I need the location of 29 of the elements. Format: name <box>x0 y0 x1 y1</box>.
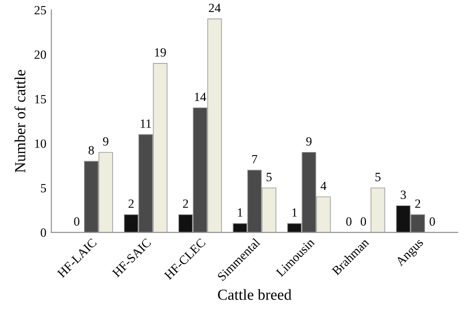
data-label: 2 <box>415 200 420 208</box>
data-label: 19 <box>155 48 166 57</box>
y-tick-label: 0 <box>40 228 46 237</box>
data-label: 8 <box>88 146 94 155</box>
data-label: 1 <box>292 208 297 217</box>
data-label: 2 <box>128 200 134 208</box>
data-label: 24 <box>208 4 221 12</box>
data-label: 0 <box>430 217 435 226</box>
y-axis-title: Number of cattle <box>14 70 26 172</box>
data-label: 5 <box>266 172 272 182</box>
data-label: 5 <box>375 172 381 182</box>
data-label: 1 <box>238 208 242 217</box>
y-tick-label: 20 <box>34 50 46 59</box>
data-label: 3 <box>400 190 406 199</box>
data-label: 9 <box>306 137 312 146</box>
data-label: 0 <box>360 217 366 226</box>
data-label: 11 <box>140 119 151 128</box>
data-label: 0 <box>346 217 352 226</box>
y-tick-label: 10 <box>35 139 46 148</box>
data-label: 4 <box>320 182 326 190</box>
data-label: 0 <box>74 217 80 226</box>
data-label: 7 <box>252 155 258 164</box>
y-tick-label: 25 <box>34 6 46 14</box>
data-label: 14 <box>194 92 206 102</box>
y-tick-label: 5 <box>40 184 46 192</box>
x-axis-title: Cattle breed <box>218 289 292 300</box>
data-label: 2 <box>183 200 188 208</box>
data-label: 9 <box>103 137 108 146</box>
y-tick-label: 15 <box>35 95 46 104</box>
